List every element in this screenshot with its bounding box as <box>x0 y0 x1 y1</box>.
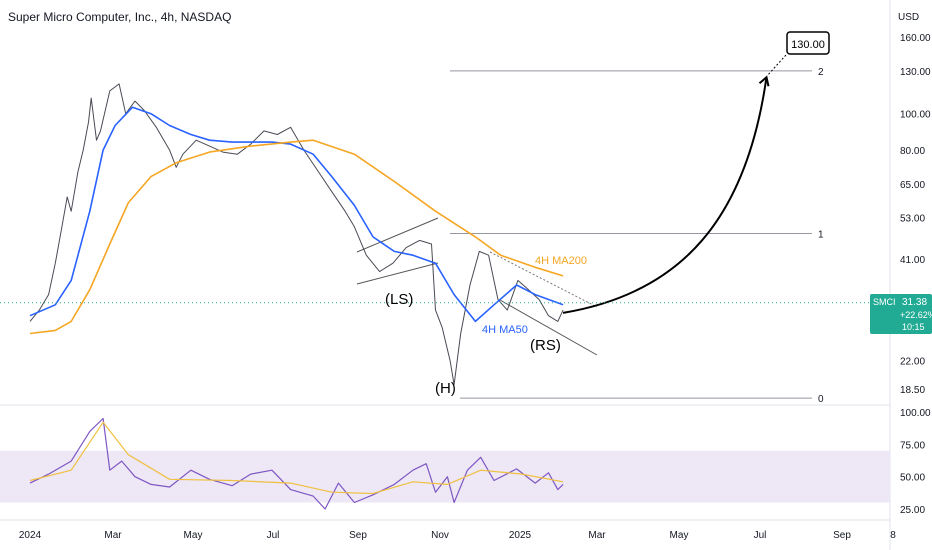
rsi-ma-line <box>29 421 564 495</box>
h-label: (H) <box>435 380 456 397</box>
x-tick-label: May <box>184 530 203 541</box>
x-tick-label: May <box>670 530 689 541</box>
rs-label: (RS) <box>530 337 561 354</box>
rsi-y-axis: 100.00 75.00 50.00 25.00 <box>900 408 931 516</box>
y-axis: 160.00130.00100.0080.0065.0053.0041.0032… <box>900 33 931 396</box>
rs-channel-top <box>489 251 598 308</box>
rsi-tick-label: 25.00 <box>900 505 925 516</box>
rsi-tick-label: 50.00 <box>900 473 925 484</box>
x-tick-label: Mar <box>104 530 122 541</box>
y-tick-label: 130.00 <box>900 67 931 78</box>
y-tick-label: 80.00 <box>900 146 925 157</box>
x-tick-label: Nov <box>431 530 449 541</box>
currency-label: USD <box>898 12 919 23</box>
rsi-line <box>29 417 564 510</box>
rsi-tick-label: 75.00 <box>900 440 925 451</box>
target-box: 130.00 <box>786 31 830 55</box>
y-tick-label: 100.00 <box>900 110 931 121</box>
badge-symbol: SMCI <box>873 297 896 307</box>
fib-levels: 2 1 0 <box>450 67 824 405</box>
level-label-1: 1 <box>818 229 824 240</box>
level-label-0: 0 <box>818 394 824 405</box>
ls-channel-bottom <box>356 262 439 285</box>
y-tick-label: 18.50 <box>900 385 925 396</box>
projection-curve <box>562 77 768 314</box>
target-box-frame <box>786 31 830 55</box>
target-connector <box>768 54 787 75</box>
y-tick-label: 160.00 <box>900 33 931 44</box>
y-tick-label: 41.00 <box>900 255 925 266</box>
level-label-2: 2 <box>818 67 824 78</box>
y-tick-label: 22.00 <box>900 357 925 368</box>
badge-price: 31.38 <box>902 297 927 308</box>
x-tick-label: 2025 <box>509 530 532 541</box>
ma200-label: 4H MA200 <box>535 255 587 267</box>
projection-arrowhead <box>758 75 770 87</box>
rsi-band <box>0 450 890 503</box>
price-badge-bg <box>870 294 932 334</box>
y-tick-label: 53.00 <box>900 213 925 224</box>
ma200-line <box>29 139 564 335</box>
ma50-label: 4H MA50 <box>482 324 528 336</box>
ma50-line <box>29 106 564 323</box>
rsi-band-rect <box>0 450 890 503</box>
x-tick-label: Sep <box>833 530 851 541</box>
x-tick-label: Mar <box>588 530 606 541</box>
chart-title: Super Micro Computer, Inc., 4h, NASDAQ <box>8 10 232 24</box>
channels <box>356 217 598 356</box>
rsi-lines <box>29 417 564 510</box>
x-tick-label: Sep <box>349 530 367 541</box>
badge-countdown: 10:15 <box>902 322 925 332</box>
y-tick-label: 65.00 <box>900 180 925 191</box>
target-label: 130.00 <box>791 39 825 51</box>
series-lines <box>0 54 890 386</box>
ls-channel-top <box>356 217 439 253</box>
x-tick-label: 8 <box>890 530 896 541</box>
x-tick-label: Jul <box>754 530 767 541</box>
x-tick-label: Jul <box>267 530 280 541</box>
price-badge: SMCI 31.38 +22.62% 10:15 <box>870 294 932 334</box>
rsi-tick-label: 100.00 <box>900 408 931 419</box>
badge-change: +22.62% <box>900 310 932 320</box>
rs-channel-bottom <box>499 299 598 356</box>
ls-label: (LS) <box>385 291 413 308</box>
x-tick-label: 2024 <box>19 530 42 541</box>
price-line <box>29 83 564 386</box>
x-axis: 2024 Mar May Jul Sep Nov 2025 Mar May Jul Sep 8 <box>19 530 896 541</box>
